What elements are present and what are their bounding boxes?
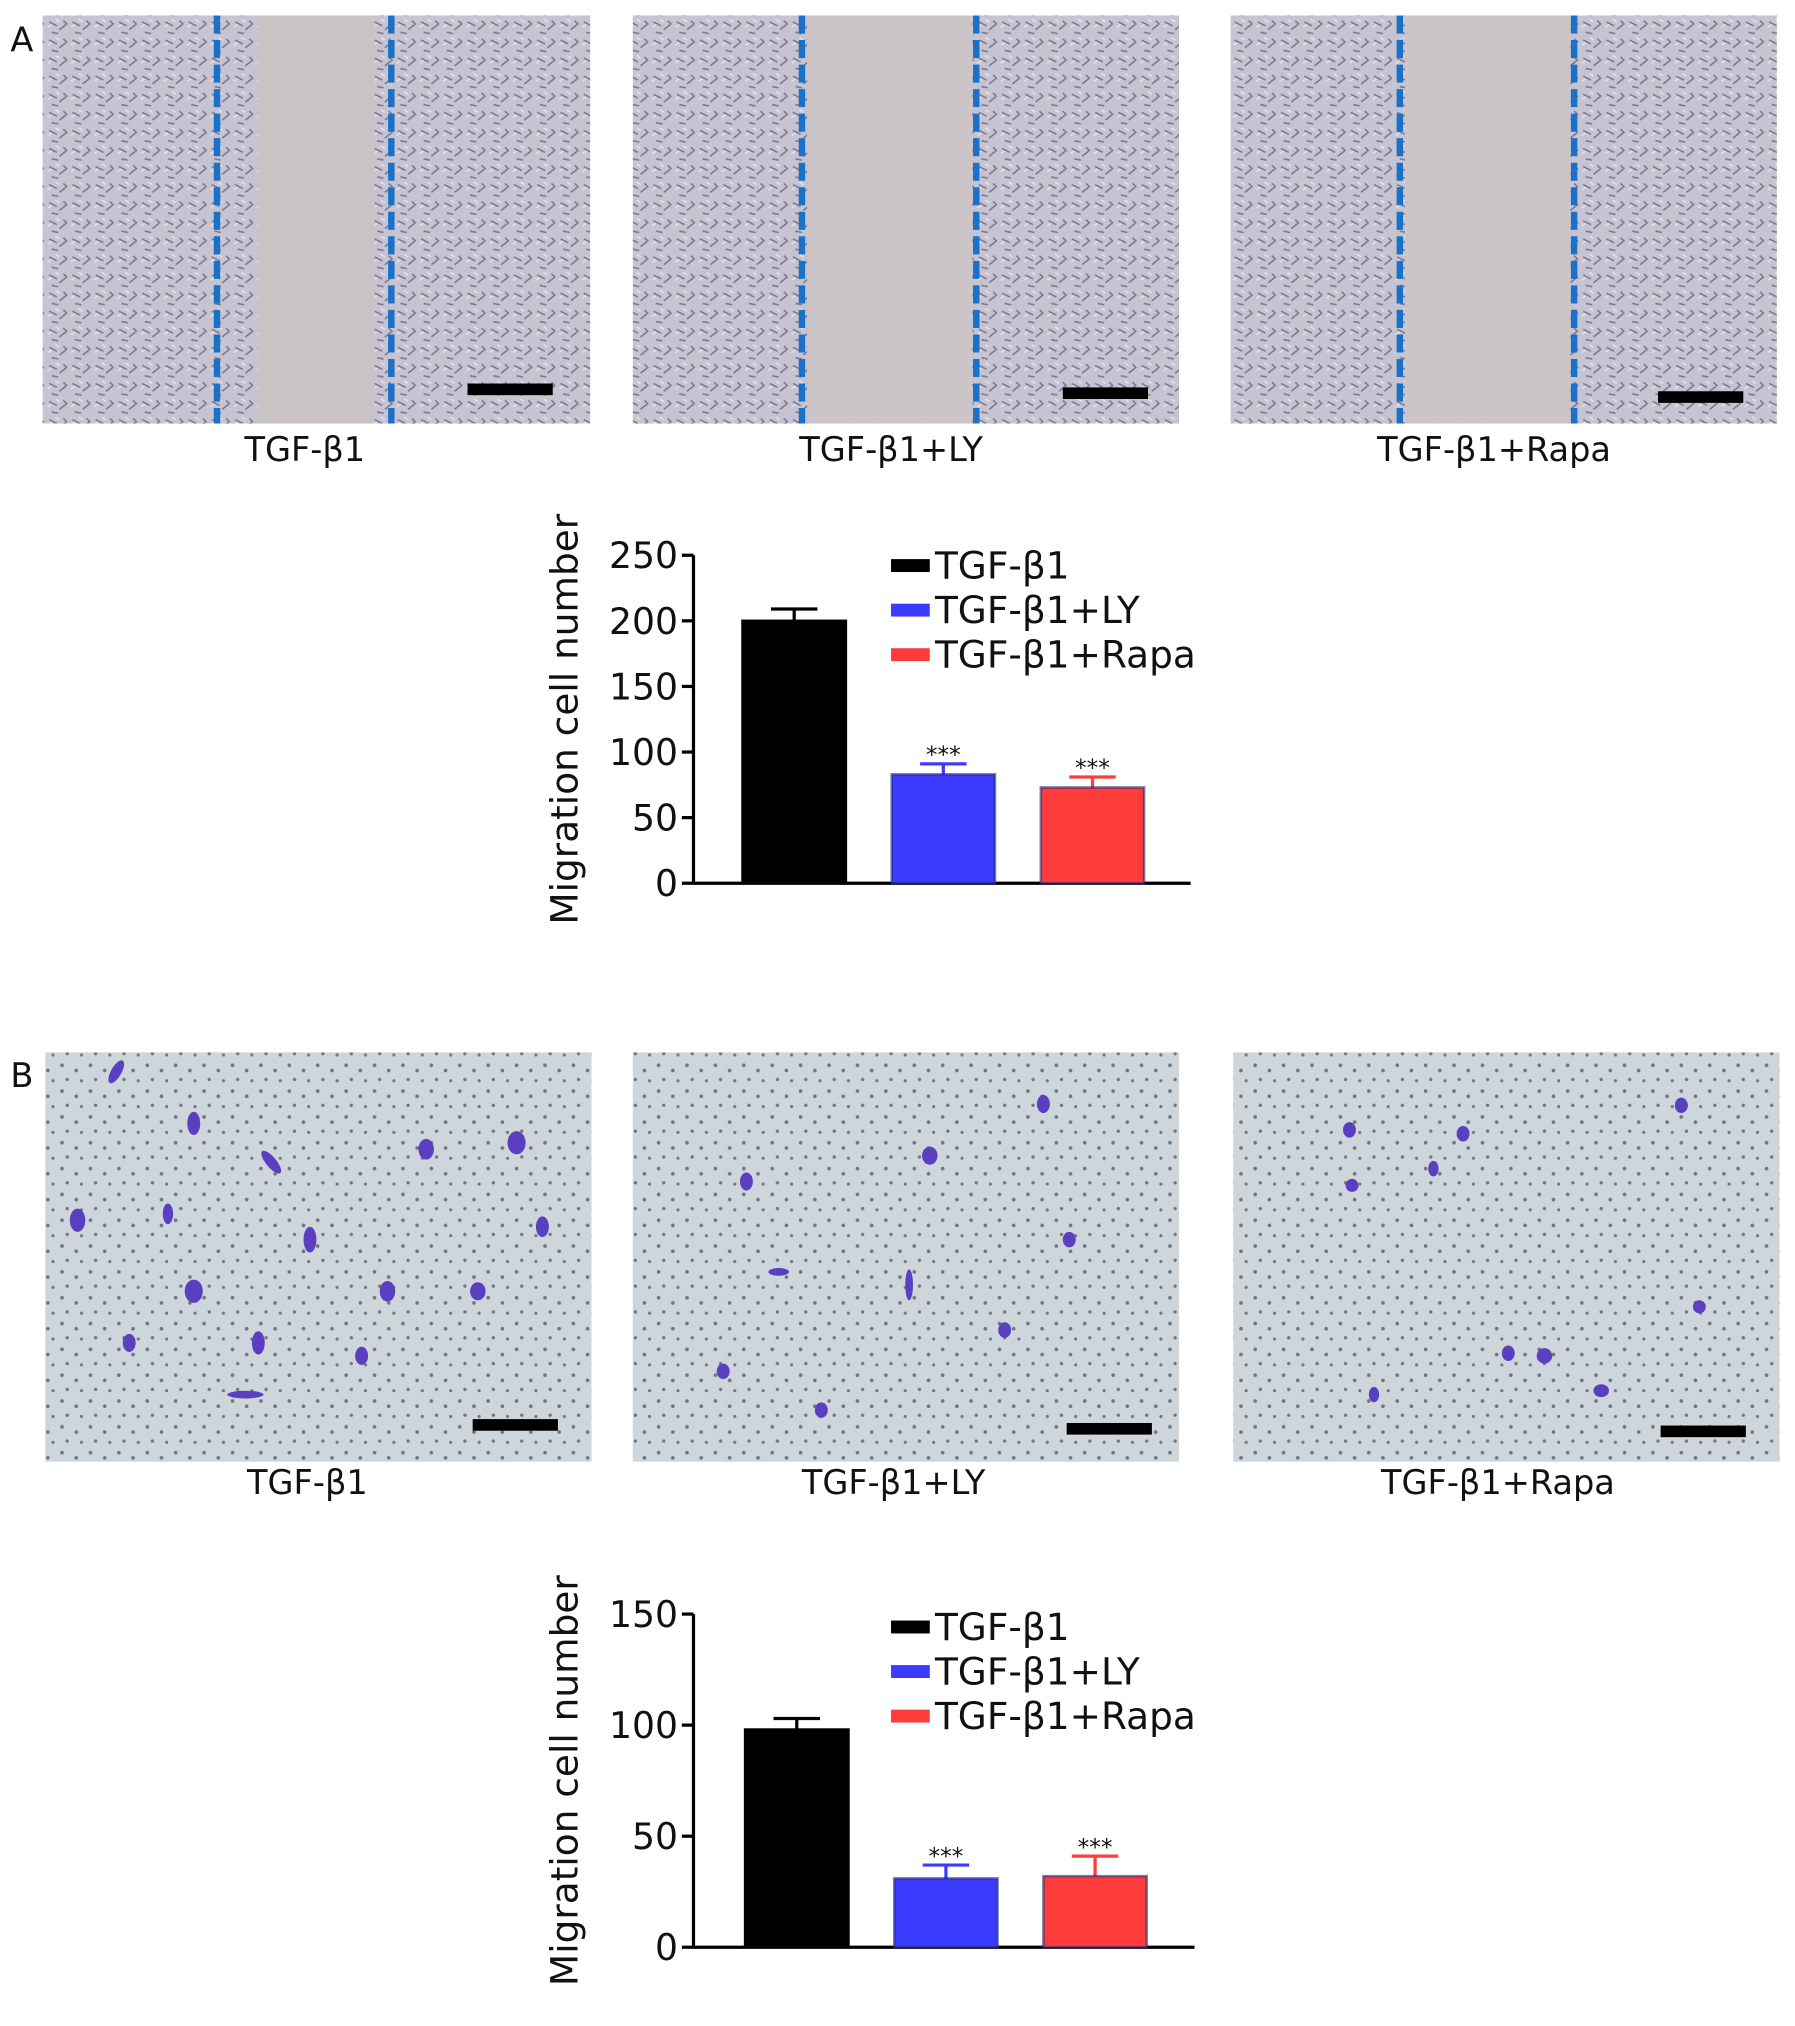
y-tick-label: 100 [609, 731, 678, 774]
legend-label: TGF-β1 [934, 1605, 1070, 1649]
bar [892, 1877, 999, 1949]
y-tick-label: 50 [632, 797, 678, 840]
bar [743, 1728, 850, 1949]
micrograph [1230, 15, 1777, 424]
significance: *** [1075, 755, 1110, 782]
bar [1042, 1874, 1149, 1949]
micrograph [45, 1052, 592, 1462]
y-tick-label: 0 [655, 1926, 678, 1969]
micrograph [632, 15, 1179, 424]
chart: 0 50 100 150 Migration cell number TGF-β1 *** T… [542, 1575, 1196, 1986]
y-tick-label: 0 [655, 862, 678, 905]
significance: *** [926, 742, 961, 769]
y-tick-label: 200 [609, 600, 678, 643]
micrograph [42, 15, 591, 424]
legend-swatch [891, 648, 930, 662]
caption: TGF-β1+Rapa [1380, 1463, 1615, 1502]
micrograph [1233, 1052, 1780, 1462]
caption: TGF-β1+Rapa [1376, 430, 1611, 469]
caption: TGF-β1 [243, 430, 365, 469]
legend-swatch [891, 1709, 930, 1723]
legend-label: TGF-β1+LY [934, 1649, 1140, 1693]
legend-label: TGF-β1+Rapa [934, 1694, 1196, 1738]
panel-label: A [10, 21, 33, 60]
caption: TGF-β1+LY [798, 430, 983, 469]
y-axis-label: Migration cell number [542, 513, 586, 924]
panel-label: B [10, 1056, 33, 1095]
bar [1039, 786, 1146, 885]
legend-label: TGF-β1+LY [934, 588, 1140, 632]
caption: TGF-β1 [246, 1463, 368, 1502]
y-tick-label: 150 [609, 1593, 678, 1636]
bar [890, 773, 997, 885]
caption: TGF-β1+LY [801, 1463, 986, 1502]
panel-b: B [10, 1052, 1780, 1502]
legend-label: TGF-β1 [934, 543, 1070, 587]
bar [741, 619, 848, 885]
significance: *** [1078, 1834, 1113, 1861]
legend-label: TGF-β1+Rapa [934, 633, 1196, 677]
panel-a: A TGF-β1 TGF-β1+LY TGF-β1+Rapa [10, 15, 1777, 469]
y-tick-label: 50 [632, 1815, 678, 1858]
y-tick-label: 100 [609, 1704, 678, 1747]
legend-swatch [891, 1620, 930, 1634]
y-tick-label: 250 [609, 534, 678, 577]
y-axis-label: Migration cell number [542, 1575, 586, 1986]
micrograph [632, 1052, 1179, 1462]
legend-swatch [891, 559, 930, 573]
chart: 0 50 100 150 200 250 Migration cell number TGF-… [542, 513, 1196, 924]
y-tick-label: 150 [609, 665, 678, 708]
significance: *** [928, 1843, 963, 1870]
legend-swatch [891, 1665, 930, 1679]
legend-swatch [891, 603, 930, 617]
